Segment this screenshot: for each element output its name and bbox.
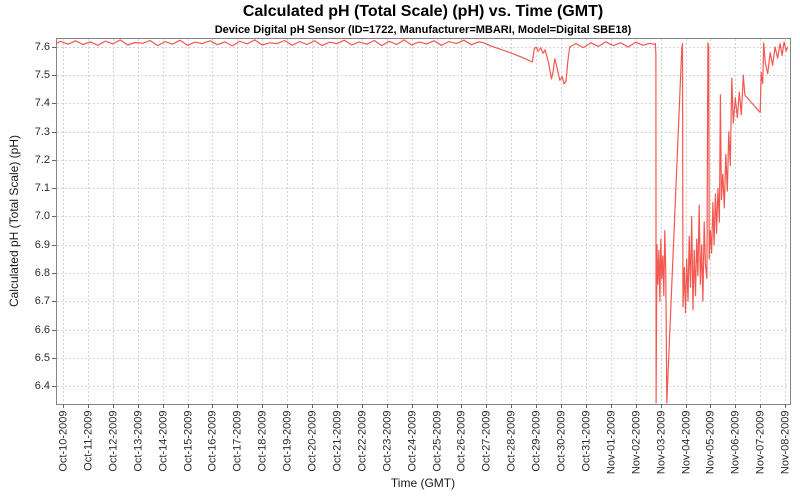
y-axis-tick-label: 6.8 [34, 266, 50, 279]
y-axis-tick-label: 7.0 [34, 209, 50, 222]
y-axis-tick-label: 7.5 [34, 68, 50, 81]
x-axis-tick-label: Oct-15-2009 [182, 410, 194, 472]
y-axis-tick-label: 6.6 [34, 323, 50, 336]
x-axis-tick-label: Oct-12-2009 [107, 410, 119, 472]
x-axis-tick-label: Oct-16-2009 [206, 410, 218, 472]
x-axis-tick-label: Oct-27-2009 [480, 410, 492, 472]
x-axis-tick-label: Oct-14-2009 [157, 410, 169, 472]
y-axis-tick-label: 6.7 [34, 294, 50, 307]
x-axis-tick-label: Oct-26-2009 [455, 410, 467, 472]
x-axis-tick-label: Oct-28-2009 [505, 410, 517, 472]
y-axis-tick-label: 6.4 [34, 379, 50, 392]
x-axis-tick-label: Oct-22-2009 [356, 410, 368, 472]
x-axis-tick-label: Nov-04-2009 [680, 410, 692, 474]
x-axis-tick-label: Oct-29-2009 [530, 410, 542, 472]
x-axis-tick-label: Oct-18-2009 [256, 410, 268, 472]
y-axis-tick-label: 7.4 [34, 96, 50, 109]
x-axis-tick-label: Nov-05-2009 [704, 410, 716, 474]
x-axis-tick-label: Oct-30-2009 [555, 410, 567, 472]
x-axis-tick-label: Oct-11-2009 [82, 410, 94, 471]
x-axis-tick-label: Oct-31-2009 [580, 410, 592, 472]
x-axis-tick-label: Oct-13-2009 [132, 410, 144, 472]
ph-series-line [56, 39, 789, 404]
x-axis-tick-label: Oct-10-2009 [57, 410, 69, 472]
x-axis-tick-label: Nov-06-2009 [729, 410, 741, 474]
x-axis-tick-label: Nov-08-2009 [779, 410, 791, 474]
x-axis-tick-label: Oct-24-2009 [406, 410, 418, 472]
x-axis-tick-label: Oct-19-2009 [281, 410, 293, 472]
x-axis-tick-label: Oct-20-2009 [306, 410, 318, 472]
x-axis-tick-label: Oct-23-2009 [381, 410, 393, 472]
x-axis-tick-label: Nov-07-2009 [754, 410, 766, 474]
y-axis-tick-label: 7.1 [34, 181, 50, 194]
x-axis-tick-label: Nov-01-2009 [605, 410, 617, 474]
chart-title: Calculated pH (Total Scale) (pH) vs. Tim… [242, 3, 604, 20]
x-axis-tick-label: Oct-25-2009 [431, 410, 443, 472]
x-axis-title: Time (GMT) [390, 476, 456, 490]
y-axis-tick-label: 7.6 [34, 40, 50, 53]
y-axis-tick-label: 7.2 [34, 153, 50, 166]
x-axis-tick-label: Oct-21-2009 [331, 410, 343, 472]
y-axis-tick-label: 6.5 [34, 351, 50, 364]
x-axis-tick-label: Nov-02-2009 [630, 410, 642, 474]
x-axis-tick-label: Nov-03-2009 [655, 410, 667, 474]
y-axis-tick-label: 7.3 [34, 125, 50, 138]
plot-border [56, 38, 791, 405]
y-axis-tick-label: 6.9 [34, 238, 50, 251]
chart-subtitle: Device Digital pH Sensor (ID=1722, Manuf… [214, 24, 632, 36]
x-axis-tick-label: Oct-17-2009 [231, 410, 243, 472]
